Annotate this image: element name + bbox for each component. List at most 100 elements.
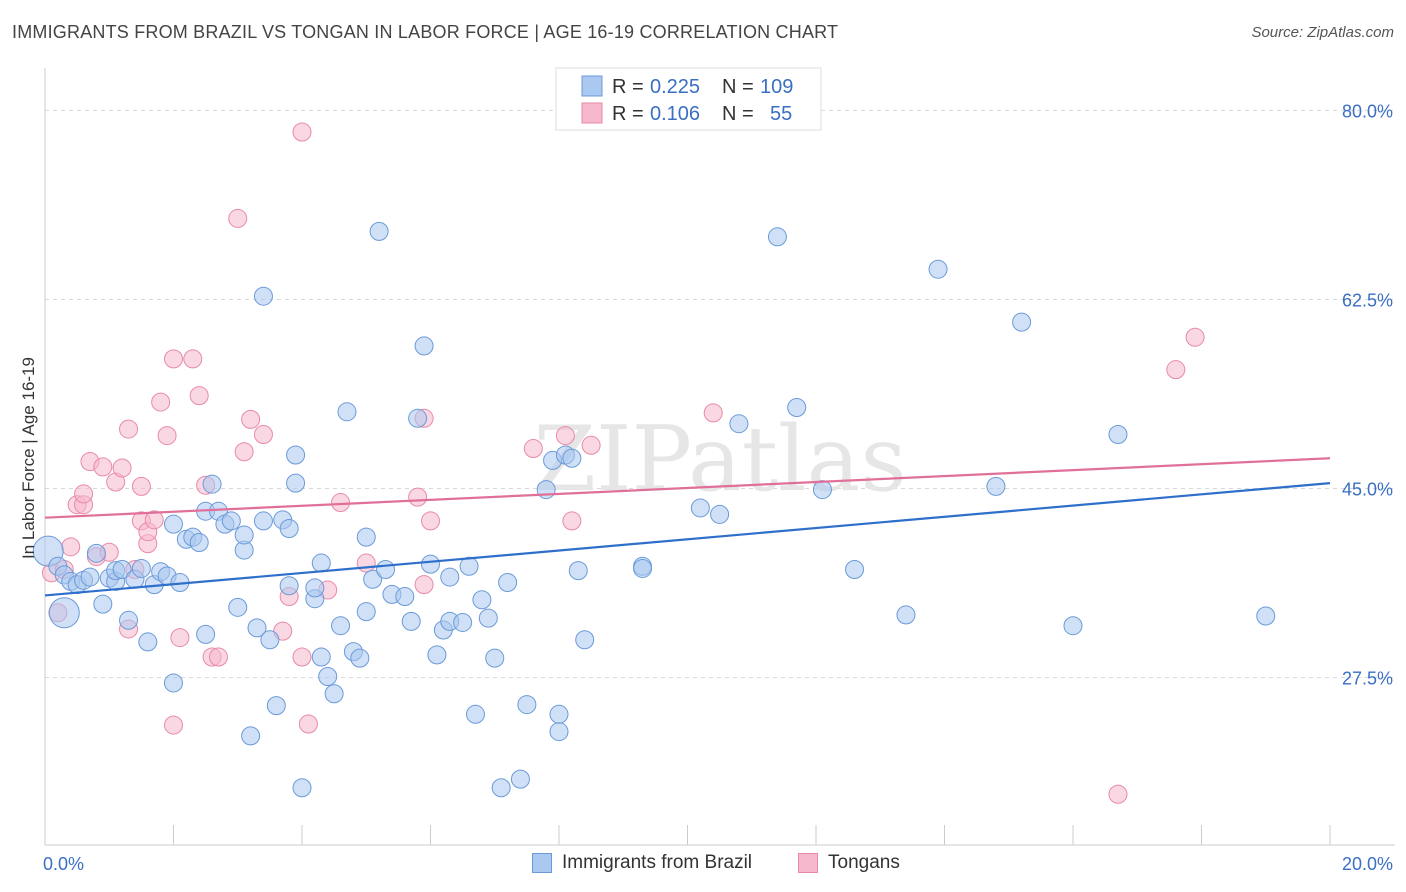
data-point — [633, 558, 653, 578]
legend-item-brazil: Immigrants from Brazil — [532, 852, 752, 874]
data-point — [131, 558, 151, 578]
y-axis-title: In Labor Force | Age 16-19 — [19, 357, 38, 559]
data-point — [690, 498, 710, 518]
data-point — [1063, 616, 1083, 636]
data-point — [356, 602, 376, 622]
legend-r-value-brazil: 0.225 — [650, 76, 700, 98]
y-tick-label: 80.0% — [1342, 101, 1393, 121]
data-point — [234, 442, 254, 462]
data-point — [517, 695, 537, 715]
data-point — [311, 647, 331, 667]
data-point — [414, 575, 434, 595]
data-point — [138, 632, 158, 652]
data-point — [228, 597, 248, 617]
data-point — [363, 569, 383, 589]
legend-n-value-brazil: 109 — [760, 76, 793, 98]
data-point — [421, 511, 440, 531]
data-point — [189, 533, 209, 553]
data-point — [562, 448, 582, 468]
data-point — [1166, 360, 1186, 380]
data-point — [253, 286, 273, 306]
y-axis-tick-labels: 27.5% 45.0% 62.5% 80.0% — [1342, 101, 1393, 688]
data-point — [562, 511, 582, 531]
chart-title: IMMIGRANTS FROM BRAZIL VS TONGAN IN LABO… — [12, 22, 839, 42]
data-point — [331, 493, 351, 513]
data-point — [523, 439, 543, 459]
data-point — [241, 726, 261, 746]
data-point — [80, 567, 100, 587]
data-point — [1108, 784, 1128, 804]
legend-swatch-brazil-bottom — [532, 853, 552, 873]
data-point — [247, 618, 267, 638]
data-point — [440, 567, 460, 587]
data-point — [164, 673, 183, 693]
data-point — [131, 476, 151, 496]
data-point — [279, 576, 299, 596]
series-legend: Immigrants from Brazil Tongans — [0, 848, 1406, 882]
data-point — [157, 426, 177, 446]
data-point — [286, 473, 306, 493]
legend-label-tongans: Tongans — [828, 852, 900, 873]
data-point — [86, 543, 106, 563]
data-point — [465, 704, 485, 724]
data-point — [581, 435, 601, 455]
data-point — [260, 630, 280, 650]
data-point — [151, 392, 171, 412]
data-point — [369, 221, 389, 241]
x-tick-label: 0.0% — [43, 854, 84, 874]
data-point — [510, 769, 530, 789]
data-point — [253, 424, 273, 444]
data-point — [286, 445, 306, 465]
watermark: ZIPatlas — [533, 407, 906, 512]
data-point — [170, 628, 190, 648]
data-point — [812, 480, 832, 500]
data-point — [241, 409, 261, 429]
data-point — [253, 511, 273, 531]
data-point — [292, 122, 312, 142]
data-point — [491, 778, 511, 798]
data-point — [305, 578, 325, 598]
data-point — [221, 511, 241, 531]
data-point — [498, 572, 518, 592]
data-point — [395, 587, 415, 607]
data-point — [318, 666, 338, 686]
data-point — [356, 553, 376, 573]
data-point — [74, 484, 94, 504]
data-point — [61, 537, 81, 557]
data-point — [202, 474, 222, 494]
legend-r-value-tongans: 0.106 — [650, 103, 700, 125]
legend-n-label-brazil: N = — [722, 76, 754, 98]
stats-legend: R = 0.225 N = 109 R = 0.106 N = 55 — [555, 67, 822, 131]
data-point — [119, 610, 139, 630]
data-point — [453, 612, 473, 632]
data-point — [767, 227, 787, 247]
data-point — [164, 349, 183, 369]
data-point — [575, 630, 595, 650]
data-point — [311, 553, 331, 573]
data-point — [119, 419, 139, 439]
legend-n-label-tongans: N = — [722, 103, 754, 125]
data-point — [196, 624, 216, 644]
data-point — [986, 476, 1006, 496]
data-point — [164, 514, 183, 534]
data-point — [356, 527, 376, 547]
legend-n-value-tongans: 55 — [770, 103, 792, 125]
data-point — [279, 518, 299, 538]
y-tick-label: 62.5% — [1342, 290, 1393, 310]
data-point — [208, 647, 228, 667]
data-point — [350, 648, 370, 668]
data-point — [1256, 606, 1276, 626]
data-point — [228, 208, 248, 228]
data-point — [408, 408, 428, 428]
legend-r-label-brazil: R = — [612, 76, 644, 98]
data-point — [472, 590, 492, 610]
data-point — [414, 336, 434, 356]
data-point — [93, 594, 113, 614]
legend-swatch-tongans-bottom — [798, 853, 818, 873]
data-point — [112, 458, 132, 478]
data-point — [376, 560, 396, 580]
data-point — [729, 414, 749, 434]
data-point — [1108, 424, 1128, 444]
trendline-tongans — [44, 457, 1331, 519]
data-point — [896, 605, 916, 625]
